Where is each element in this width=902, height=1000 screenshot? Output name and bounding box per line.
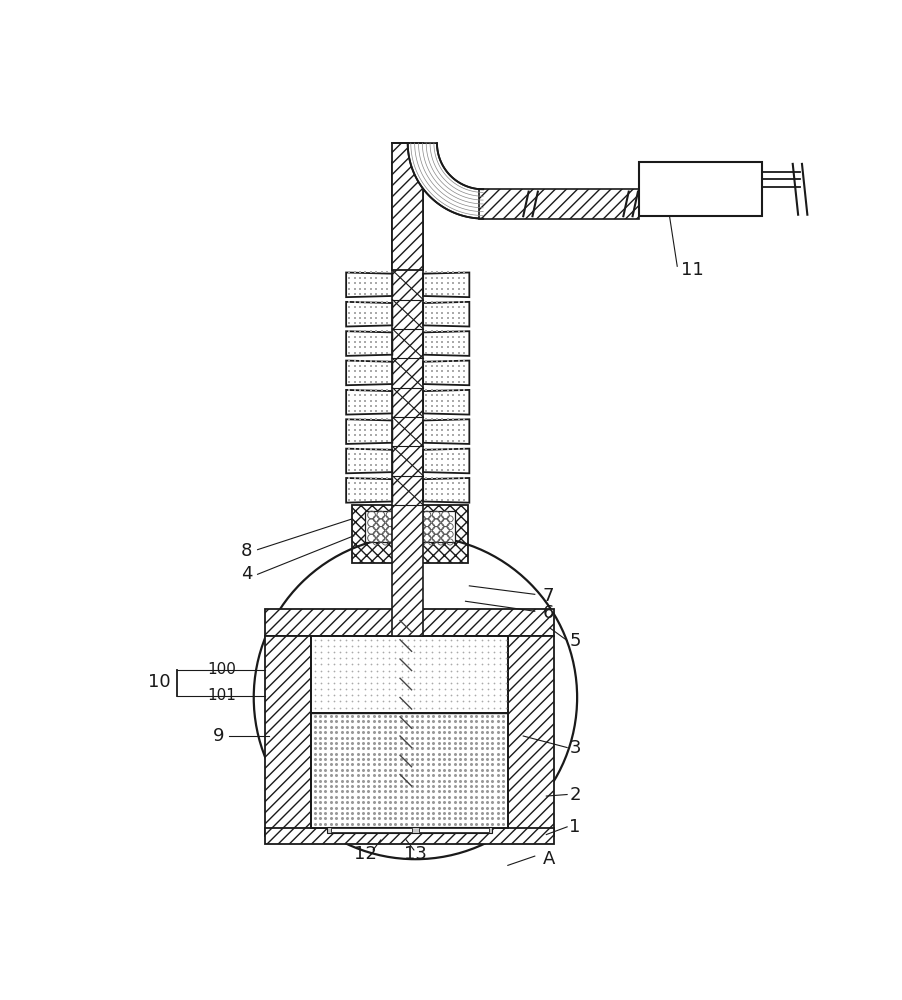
Text: 13: 13 xyxy=(403,845,427,863)
Bar xyxy=(365,511,455,542)
Text: 5: 5 xyxy=(569,632,580,650)
Bar xyxy=(330,828,411,832)
Bar xyxy=(311,636,507,828)
Text: 1: 1 xyxy=(569,818,580,836)
Text: 6: 6 xyxy=(542,604,553,622)
Text: 9: 9 xyxy=(213,727,225,745)
Bar xyxy=(479,189,638,219)
Text: 2: 2 xyxy=(569,786,580,804)
Bar xyxy=(265,636,311,836)
Text: 4: 4 xyxy=(241,565,252,583)
Text: 8: 8 xyxy=(241,542,252,560)
Text: A: A xyxy=(542,850,554,868)
Polygon shape xyxy=(408,143,483,219)
Bar xyxy=(311,713,507,828)
Bar xyxy=(265,609,554,636)
Bar xyxy=(391,143,423,270)
Bar xyxy=(507,636,554,836)
Bar xyxy=(419,828,488,832)
Text: 100: 100 xyxy=(207,662,236,677)
Text: 101: 101 xyxy=(207,688,236,703)
Bar xyxy=(352,505,467,563)
Text: 7: 7 xyxy=(542,587,553,605)
Bar xyxy=(265,828,554,844)
Bar xyxy=(391,162,423,636)
Text: 12: 12 xyxy=(354,845,376,863)
Bar xyxy=(638,162,761,216)
Text: 3: 3 xyxy=(569,739,580,757)
Text: 11: 11 xyxy=(680,261,703,279)
Text: 10: 10 xyxy=(148,673,170,691)
Bar xyxy=(327,827,492,833)
Bar xyxy=(311,636,507,713)
